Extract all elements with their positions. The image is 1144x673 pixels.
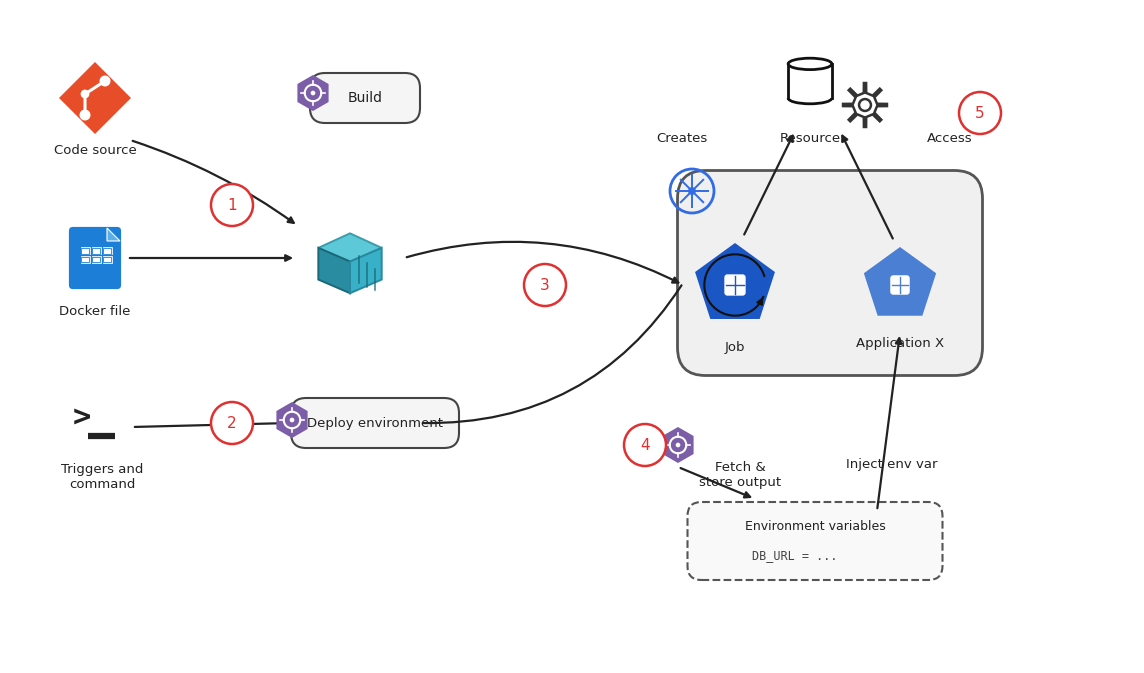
FancyBboxPatch shape bbox=[92, 247, 101, 254]
Circle shape bbox=[859, 99, 871, 111]
FancyBboxPatch shape bbox=[80, 256, 89, 263]
FancyBboxPatch shape bbox=[67, 226, 122, 290]
Circle shape bbox=[79, 110, 90, 120]
Text: Docker file: Docker file bbox=[59, 305, 130, 318]
Polygon shape bbox=[297, 75, 328, 111]
Polygon shape bbox=[788, 64, 832, 98]
Text: Inject env var: Inject env var bbox=[847, 458, 938, 471]
Circle shape bbox=[676, 443, 681, 448]
Text: 2: 2 bbox=[228, 415, 237, 431]
Text: Code source: Code source bbox=[54, 144, 136, 157]
Circle shape bbox=[959, 92, 1001, 134]
Text: Environment variables: Environment variables bbox=[745, 520, 885, 534]
FancyBboxPatch shape bbox=[310, 73, 420, 123]
Text: Resource: Resource bbox=[779, 131, 841, 145]
Text: Deploy environment: Deploy environment bbox=[307, 417, 443, 429]
Text: DB_URL = ...: DB_URL = ... bbox=[753, 548, 837, 561]
Circle shape bbox=[100, 75, 111, 87]
Text: Job: Job bbox=[725, 341, 745, 354]
Text: Application X: Application X bbox=[856, 337, 944, 350]
Text: >: > bbox=[73, 402, 92, 431]
Circle shape bbox=[524, 264, 566, 306]
Polygon shape bbox=[350, 248, 382, 293]
Circle shape bbox=[210, 184, 253, 226]
Text: Fetch &
store output: Fetch & store output bbox=[699, 461, 781, 489]
FancyBboxPatch shape bbox=[291, 398, 459, 448]
Polygon shape bbox=[843, 83, 887, 127]
FancyBboxPatch shape bbox=[688, 502, 943, 580]
Circle shape bbox=[80, 90, 89, 98]
Ellipse shape bbox=[788, 58, 832, 69]
Text: 4: 4 bbox=[641, 437, 650, 452]
Polygon shape bbox=[59, 62, 132, 134]
Text: Build: Build bbox=[348, 91, 382, 105]
Text: 5: 5 bbox=[975, 106, 985, 120]
Polygon shape bbox=[277, 402, 308, 438]
Polygon shape bbox=[864, 247, 936, 316]
Text: Access: Access bbox=[927, 131, 972, 145]
Circle shape bbox=[210, 402, 253, 444]
Polygon shape bbox=[662, 427, 693, 463]
Text: 3: 3 bbox=[540, 277, 550, 293]
Circle shape bbox=[623, 424, 666, 466]
Text: 1: 1 bbox=[228, 197, 237, 213]
Polygon shape bbox=[108, 228, 120, 241]
Circle shape bbox=[688, 187, 696, 195]
Text: Triggers and
command: Triggers and command bbox=[61, 463, 143, 491]
FancyBboxPatch shape bbox=[103, 247, 111, 254]
Text: Creates: Creates bbox=[657, 131, 708, 145]
FancyBboxPatch shape bbox=[724, 275, 746, 295]
FancyBboxPatch shape bbox=[890, 275, 909, 295]
FancyBboxPatch shape bbox=[103, 256, 111, 263]
FancyBboxPatch shape bbox=[677, 170, 983, 376]
Polygon shape bbox=[318, 234, 382, 262]
Circle shape bbox=[311, 91, 316, 96]
FancyBboxPatch shape bbox=[92, 256, 101, 263]
Circle shape bbox=[289, 418, 294, 423]
Polygon shape bbox=[318, 248, 350, 293]
Polygon shape bbox=[696, 243, 774, 319]
FancyBboxPatch shape bbox=[80, 247, 89, 254]
